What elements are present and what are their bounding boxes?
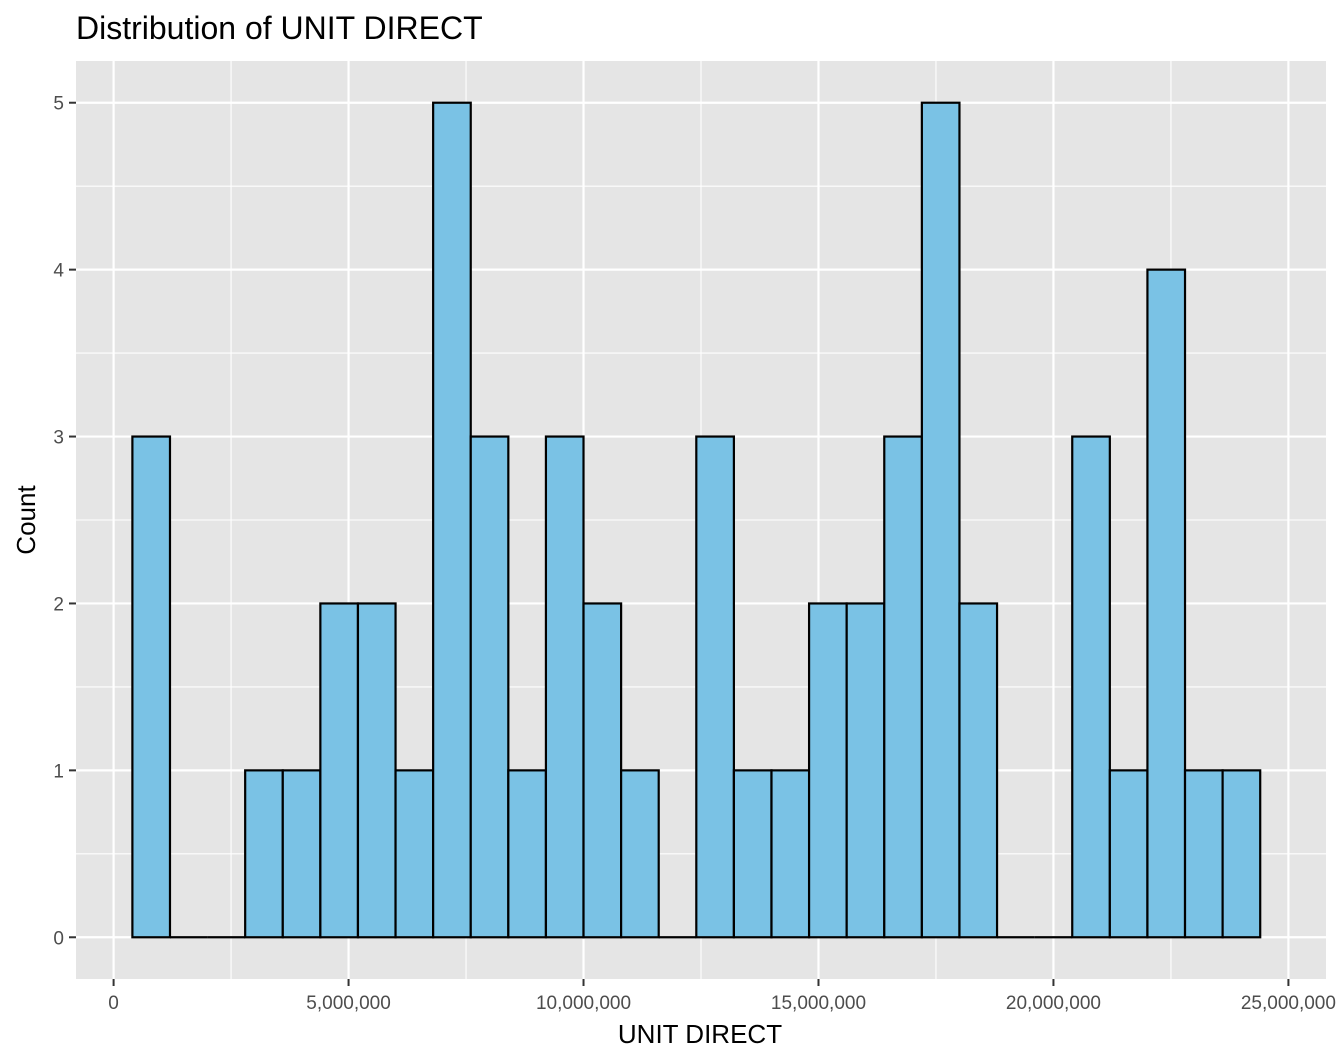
- histogram-bar: [319, 602, 360, 939]
- histogram-bar: [432, 101, 472, 939]
- x-tick-label: 15,000,000: [771, 993, 866, 1014]
- histogram-bar: [1183, 769, 1224, 939]
- x-tick-label: 25,000,000: [1241, 993, 1336, 1014]
- histogram-bar: [1146, 268, 1187, 939]
- y-tick-label: 0: [53, 928, 64, 949]
- y-tick-label: 2: [53, 594, 64, 615]
- histogram-bar: [958, 602, 999, 939]
- histogram-bar: [582, 602, 623, 939]
- histogram-bar: [544, 435, 585, 939]
- histogram-bar: [1221, 769, 1262, 939]
- histogram-bar: [920, 101, 961, 939]
- histogram-bar: [356, 602, 397, 939]
- y-tick-label: 4: [53, 261, 64, 282]
- histogram-bars: [131, 101, 1262, 939]
- y-axis-ticks: 0 1 2 3 4 5: [53, 94, 76, 949]
- histogram-bar: [695, 435, 735, 939]
- y-tick-label: 1: [53, 761, 64, 782]
- histogram-bar: [469, 435, 510, 939]
- y-tick-label: 5: [53, 94, 64, 115]
- x-tick-label: 10,000,000: [536, 993, 631, 1014]
- histogram-bar: [507, 769, 548, 939]
- histogram-bar: [807, 602, 848, 939]
- y-tick-label: 3: [53, 428, 64, 449]
- chart-title: Distribution of UNIT DIRECT: [76, 10, 483, 46]
- x-axis-ticks: 0 5,000,000 10,000,000 15,000,000 20,000,000…: [108, 979, 1336, 1014]
- histogram-bar: [883, 435, 923, 939]
- y-axis-title: Count: [11, 485, 41, 555]
- histogram-bar: [1071, 435, 1111, 939]
- histogram-bar: [281, 769, 322, 939]
- histogram-bar: [244, 769, 284, 939]
- x-axis-title: UNIT DIRECT: [618, 1019, 782, 1049]
- x-tick-label: 20,000,000: [1006, 993, 1101, 1014]
- histogram-bar: [620, 769, 660, 939]
- x-tick-label: 0: [108, 993, 119, 1014]
- histogram-bar: [732, 769, 773, 939]
- histogram-bar: [131, 435, 172, 939]
- histogram-bar: [770, 769, 811, 939]
- histogram-bar: [1108, 769, 1149, 939]
- x-tick-label: 5,000,000: [306, 993, 391, 1014]
- histogram-bar: [394, 769, 435, 939]
- histogram-bar: [845, 602, 886, 939]
